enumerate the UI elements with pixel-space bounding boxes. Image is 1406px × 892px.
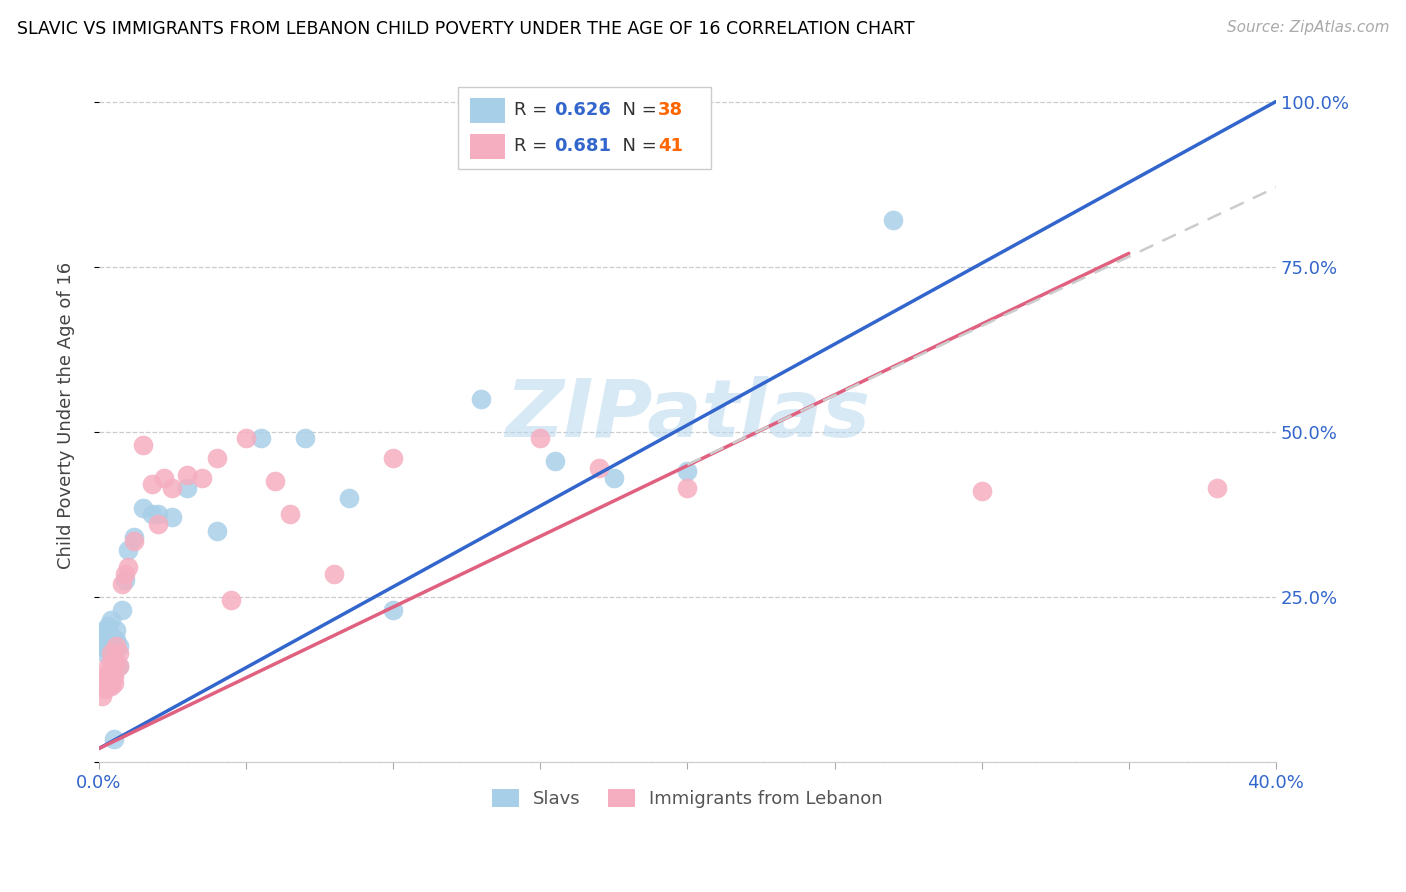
Point — [235, 431, 257, 445]
Point — [162, 510, 184, 524]
Point — [176, 467, 198, 482]
Point — [111, 603, 134, 617]
Point — [103, 675, 125, 690]
Legend: Slavs, Immigrants from Lebanon: Slavs, Immigrants from Lebanon — [485, 781, 890, 815]
Y-axis label: Child Poverty Under the Age of 16: Child Poverty Under the Age of 16 — [58, 261, 75, 569]
Point — [544, 454, 567, 468]
Point — [90, 639, 112, 653]
Point — [970, 484, 993, 499]
Text: SLAVIC VS IMMIGRANTS FROM LEBANON CHILD POVERTY UNDER THE AGE OF 16 CORRELATION : SLAVIC VS IMMIGRANTS FROM LEBANON CHILD … — [17, 20, 914, 37]
Text: 38: 38 — [658, 101, 683, 120]
Point — [205, 524, 228, 538]
Point — [205, 451, 228, 466]
Point — [191, 471, 214, 485]
Point — [141, 477, 163, 491]
Point — [132, 438, 155, 452]
Point — [152, 471, 174, 485]
Point — [470, 392, 492, 406]
Point — [117, 543, 139, 558]
Point — [103, 731, 125, 746]
Point — [93, 669, 115, 683]
Point — [529, 431, 551, 445]
Text: 0.626: 0.626 — [554, 101, 612, 120]
Point — [323, 566, 346, 581]
Point — [603, 471, 626, 485]
Point — [97, 636, 120, 650]
Point — [264, 474, 287, 488]
Point — [108, 639, 131, 653]
Point — [97, 619, 120, 633]
Text: Source: ZipAtlas.com: Source: ZipAtlas.com — [1226, 20, 1389, 35]
Point — [105, 639, 128, 653]
Point — [97, 659, 120, 673]
Point — [122, 530, 145, 544]
Point — [676, 464, 699, 478]
Point — [588, 461, 610, 475]
Text: R =: R = — [515, 137, 554, 155]
Text: N =: N = — [610, 101, 662, 120]
Point — [249, 431, 271, 445]
Point — [105, 656, 128, 670]
Point — [337, 491, 360, 505]
Text: 41: 41 — [658, 137, 683, 155]
Point — [111, 576, 134, 591]
Text: 0.681: 0.681 — [554, 137, 612, 155]
Point — [108, 646, 131, 660]
Point — [100, 613, 122, 627]
FancyBboxPatch shape — [458, 87, 711, 169]
FancyBboxPatch shape — [470, 97, 505, 122]
Point — [90, 626, 112, 640]
Point — [382, 603, 405, 617]
Point — [100, 646, 122, 660]
Point — [117, 560, 139, 574]
Point — [108, 659, 131, 673]
Point — [114, 573, 136, 587]
Point — [93, 675, 115, 690]
Point — [103, 669, 125, 683]
Point — [105, 632, 128, 647]
Point — [146, 517, 169, 532]
Point — [93, 646, 115, 660]
Point — [105, 623, 128, 637]
Point — [1206, 481, 1229, 495]
Point — [103, 632, 125, 647]
Point — [382, 451, 405, 466]
Point — [122, 533, 145, 548]
Point — [97, 669, 120, 683]
FancyBboxPatch shape — [470, 134, 505, 159]
Point — [100, 652, 122, 666]
Point — [97, 679, 120, 693]
Point — [882, 213, 904, 227]
Text: ZIPatlas: ZIPatlas — [505, 376, 870, 454]
Point — [97, 642, 120, 657]
Point — [90, 689, 112, 703]
Point — [103, 665, 125, 680]
Point — [93, 626, 115, 640]
Point — [103, 649, 125, 664]
Point — [141, 507, 163, 521]
Point — [114, 566, 136, 581]
Point — [294, 431, 316, 445]
Point — [93, 623, 115, 637]
Point — [146, 507, 169, 521]
Point — [278, 507, 301, 521]
Point — [132, 500, 155, 515]
Point — [93, 682, 115, 697]
Point — [90, 675, 112, 690]
Point — [103, 652, 125, 666]
Point — [162, 481, 184, 495]
Point — [108, 659, 131, 673]
Point — [176, 481, 198, 495]
Point — [676, 481, 699, 495]
Point — [100, 679, 122, 693]
Point — [100, 659, 122, 673]
Point — [219, 593, 242, 607]
Point — [100, 629, 122, 643]
Text: R =: R = — [515, 101, 554, 120]
Text: N =: N = — [610, 137, 662, 155]
